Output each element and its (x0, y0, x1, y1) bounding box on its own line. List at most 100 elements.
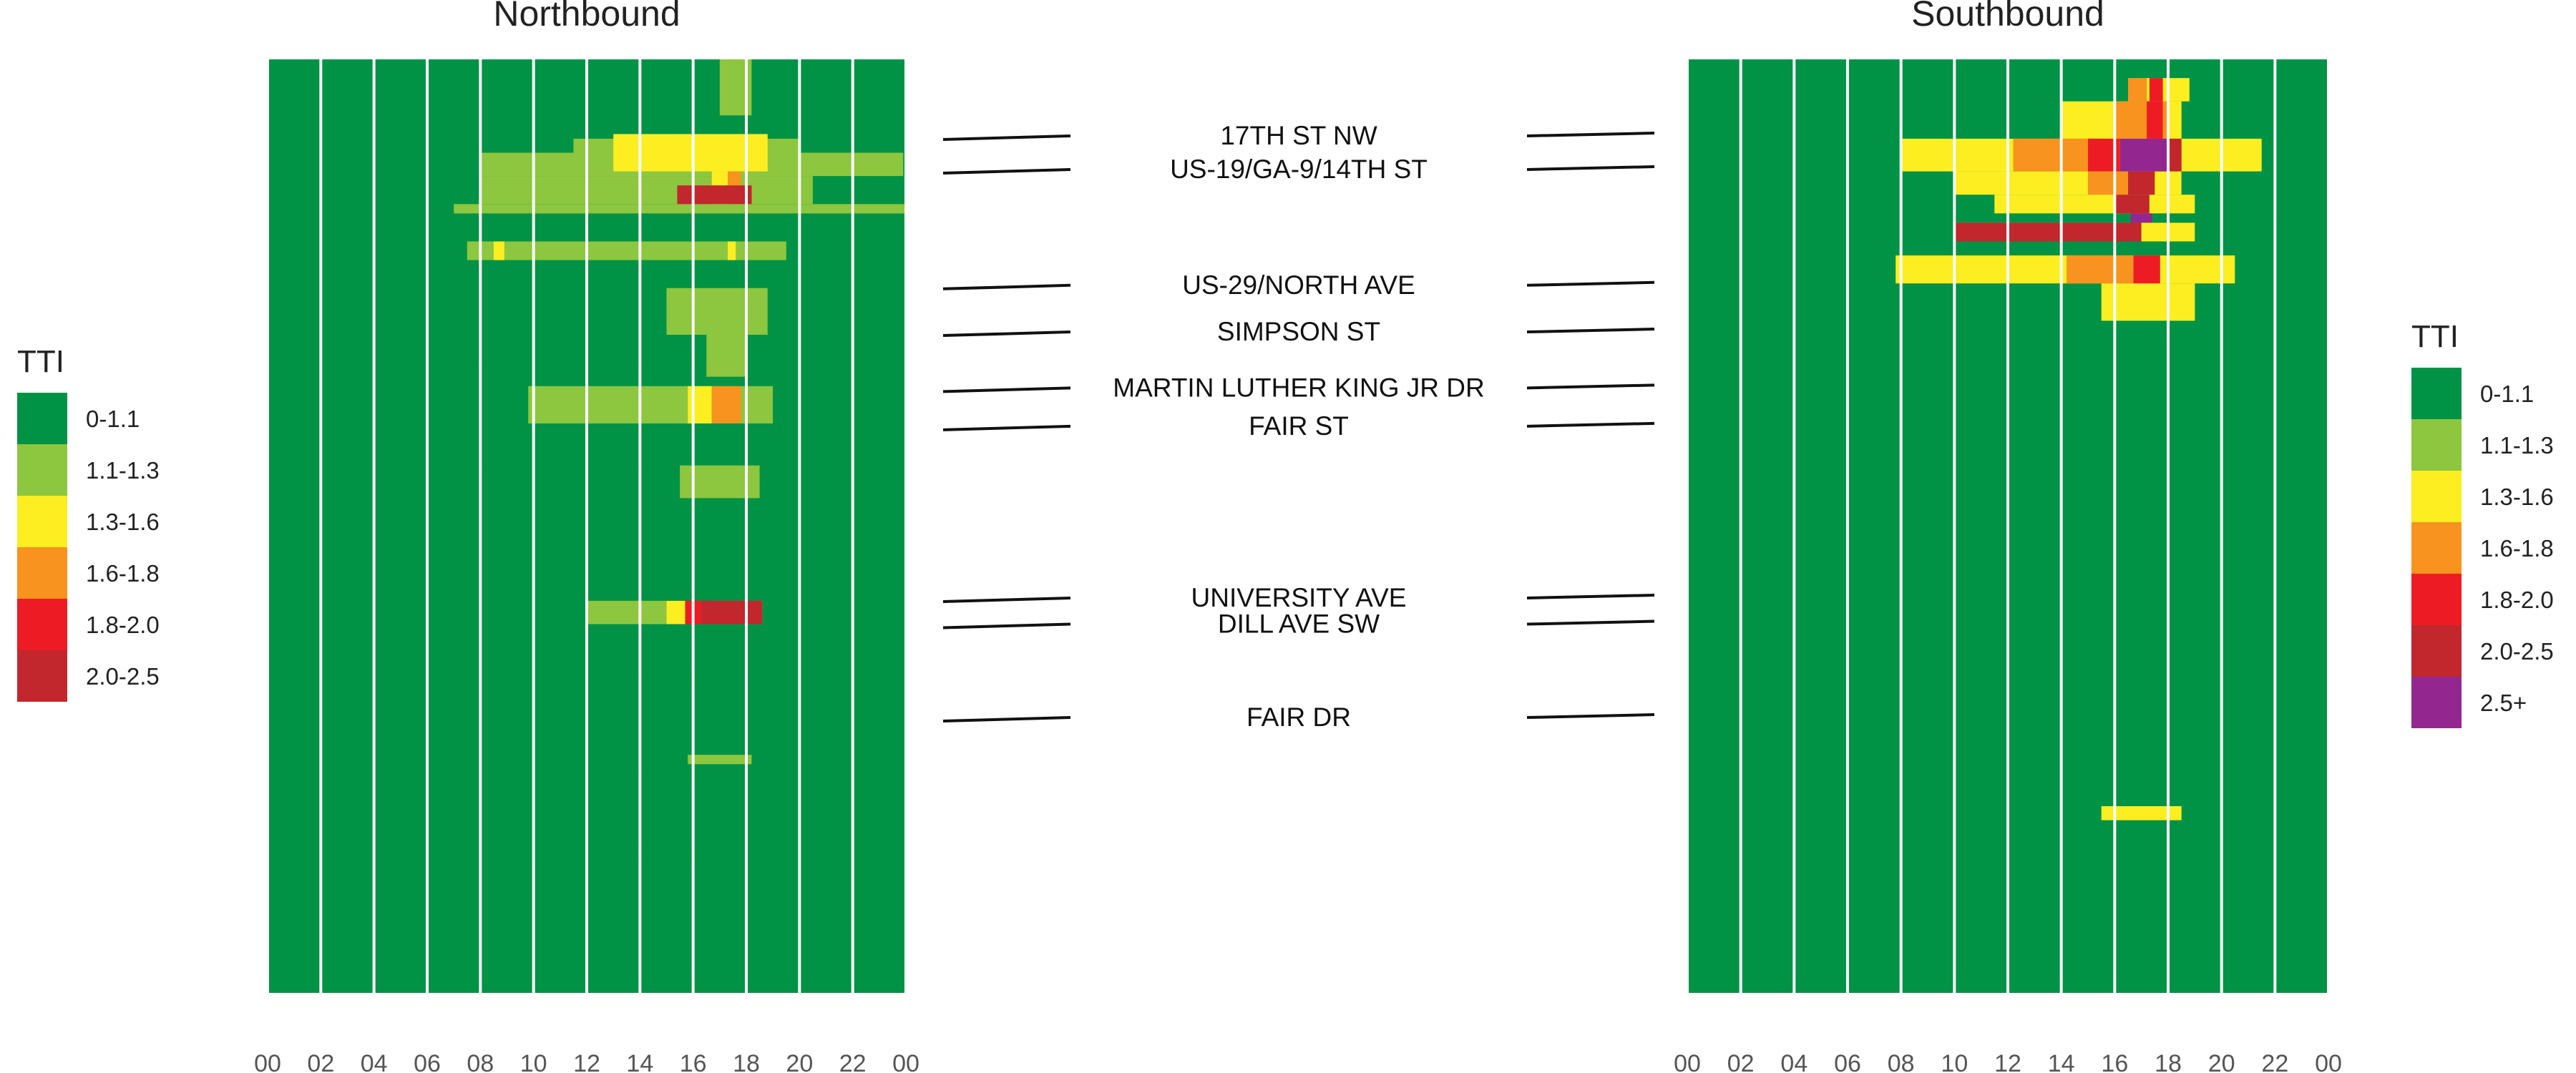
landmark-label: FAIR DR (1246, 702, 1351, 732)
heatmap-cell (666, 600, 686, 624)
heatmap-cell (2067, 255, 2134, 284)
landmark-label: 17TH ST NW (1220, 121, 1377, 150)
landmark-connector-left (942, 386, 1071, 393)
landmark-connector-right (1526, 328, 1655, 334)
landmark-label: SIMPSON ST (1217, 317, 1380, 346)
landmark-connector-left (942, 134, 1071, 142)
legend-label: 1.1-1.3 (2480, 432, 2554, 459)
heatmap-cell (2013, 138, 2088, 172)
x-tick-label: 00 (254, 1050, 281, 1073)
panel-southbound: Southbound 00 02 04 06 08 10 12 14 16 18 20 22 00 TTI 0… (1674, 0, 2554, 1073)
heatmap-cell (2133, 255, 2160, 284)
heatmap-cell (728, 241, 736, 260)
legend-label: 2.0-2.5 (86, 663, 160, 690)
heatmap-cell (1896, 465, 2088, 475)
legend-title: TTI (2411, 319, 2459, 354)
heatmap-cell (2061, 423, 2177, 461)
legend-label: 1.8-2.0 (2480, 587, 2554, 613)
heatmap-cell (454, 204, 906, 214)
x-tick-label: 18 (2155, 1050, 2182, 1073)
landmark-connector-right (1526, 165, 1655, 171)
landmark-connector-left (942, 716, 1071, 723)
heatmap-cell (573, 675, 746, 769)
x-tick-label: 00 (892, 1050, 919, 1073)
x-tick-label: 16 (680, 1050, 707, 1073)
legend-title: TTI (17, 344, 64, 379)
legend: TTI 0-1.1 1.1-1.3 1.3-1.6 1.6-1.8 1.8-2.0 2.0-… (2411, 319, 2554, 728)
heatmap-cell (677, 185, 752, 205)
legend-label: 1.6-1.8 (86, 560, 160, 587)
heatmap-cell (493, 241, 504, 260)
heatmap-cell (688, 755, 752, 765)
x-tick-label: 16 (2101, 1050, 2128, 1073)
legend: TTI 0-1.1 1.1-1.3 1.3-1.6 1.6-1.8 1.8-2.0 2.0-… (17, 344, 160, 702)
x-tick-label: 00 (2315, 1050, 2342, 1073)
landmark-label: US-29/NORTH AVE (1182, 270, 1415, 300)
heatmap-cell (2101, 806, 2182, 820)
legend-swatch (2411, 368, 2462, 419)
legend-label: 0-1.1 (2480, 381, 2534, 407)
x-tick-label: 08 (1888, 1050, 1915, 1073)
landmark-connector-left (942, 283, 1071, 290)
landmark-connector-left (942, 622, 1071, 629)
legend-label: 1.8-2.0 (86, 612, 160, 638)
heatmap-cell (1954, 222, 2142, 242)
x-tick-label: 04 (361, 1050, 388, 1073)
x-tick-label: 12 (573, 1050, 600, 1073)
landmark-connector-right (1526, 280, 1655, 287)
legend-label: 2.0-2.5 (2480, 638, 2554, 665)
heatmap-cell (2168, 138, 2182, 172)
landmark-label: MARTIN LUTHER KING JR DR (1113, 373, 1484, 402)
heatmap-cell (1933, 806, 2222, 993)
x-tick-label: 00 (1674, 1050, 1701, 1073)
heatmap-cell (528, 862, 789, 993)
heatmap-cell (666, 288, 768, 335)
panel-northbound: Northbound 00 02 04 06 08 10 12 14 16 18 20 22 00 TTI 0… (17, 0, 919, 1073)
landmark-label: FAIR ST (1249, 411, 1349, 441)
landmark-connector-left (942, 167, 1071, 175)
heatmap-cell (587, 600, 667, 624)
heatmap-cell (1896, 255, 2235, 284)
heatmap-cell (2096, 600, 2187, 624)
heatmap-cell (2128, 498, 2142, 601)
legend-swatch (2411, 574, 2462, 625)
x-tick-label: 12 (1994, 1050, 2021, 1073)
heatmap-cell (2128, 171, 2155, 195)
legend-swatch (17, 393, 67, 444)
legend-swatch (17, 496, 67, 547)
panel-title: Northbound (493, 0, 680, 34)
heatmap-cell (2147, 101, 2163, 139)
heatmap-cell (2128, 78, 2147, 102)
heatmap-cell (467, 806, 904, 816)
heatmap-cell (701, 600, 763, 624)
legend-label: 0-1.1 (86, 406, 140, 432)
heatmap-cell (1954, 764, 2208, 806)
legend-label: 1.3-1.6 (86, 509, 160, 535)
legend-swatch (17, 650, 67, 702)
legend-swatch (2411, 471, 2462, 522)
heatmap-cell (480, 176, 813, 205)
heatmap-cell (706, 335, 747, 377)
landmark-connector-left (942, 424, 1071, 431)
heatmap-cell (467, 241, 786, 260)
x-tick-label: 20 (2208, 1050, 2235, 1073)
legend-label: 1.3-1.6 (2480, 484, 2554, 510)
x-tick-label: 02 (1727, 1050, 1755, 1073)
landmark-connector-left (942, 330, 1071, 338)
x-tick-label: 20 (786, 1050, 813, 1073)
legend-label: 2.5+ (2480, 690, 2527, 716)
heatmap-cell (613, 134, 768, 172)
x-tick-label: 04 (1780, 1050, 1807, 1073)
heatmap-cell (1994, 195, 2195, 214)
legend-swatch (17, 444, 67, 496)
legend-swatch (2411, 522, 2462, 574)
x-tick-label: 14 (2048, 1050, 2075, 1073)
landmark-connector-right (1526, 619, 1655, 626)
x-tick-label: 22 (2261, 1050, 2288, 1073)
landmark-connector-right (1526, 132, 1655, 138)
landmark-connector-right (1526, 713, 1655, 720)
x-tick-label: 10 (1941, 1050, 1968, 1073)
legend-swatch (2411, 677, 2462, 728)
heatmap-cell (2114, 195, 2150, 214)
x-tick-label: 10 (520, 1050, 547, 1073)
